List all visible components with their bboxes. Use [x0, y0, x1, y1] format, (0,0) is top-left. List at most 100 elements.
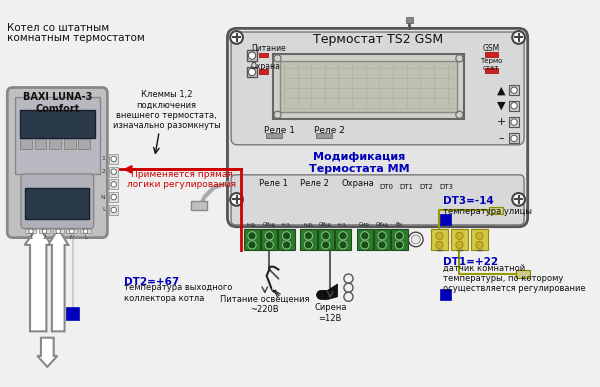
Text: 1: 1	[101, 156, 106, 161]
Circle shape	[339, 232, 347, 240]
Circle shape	[436, 241, 443, 248]
FancyBboxPatch shape	[231, 32, 524, 145]
Text: –: –	[499, 134, 504, 144]
Circle shape	[43, 229, 47, 233]
Circle shape	[395, 241, 403, 249]
Bar	[440, 214, 451, 225]
Circle shape	[283, 241, 290, 249]
Circle shape	[409, 232, 423, 247]
Circle shape	[248, 232, 256, 240]
Bar	[247, 50, 257, 61]
Circle shape	[248, 52, 256, 59]
Bar	[39, 229, 50, 233]
Text: DT2: DT2	[420, 184, 434, 190]
Bar	[109, 180, 118, 189]
Text: Охрана: Охрана	[341, 178, 374, 188]
Circle shape	[322, 241, 330, 249]
Circle shape	[111, 182, 116, 187]
Bar	[266, 133, 282, 137]
Text: Реле 1: Реле 1	[259, 178, 288, 188]
Text: DT1: DT1	[400, 184, 413, 190]
Bar	[300, 229, 317, 250]
Circle shape	[248, 68, 256, 76]
Text: Сирена
=12В: Сирена =12В	[314, 303, 347, 323]
Text: L: L	[102, 207, 106, 212]
Text: DT3=-14: DT3=-14	[443, 196, 494, 206]
Bar	[191, 201, 208, 210]
Bar	[25, 229, 37, 233]
Text: DT2=+67: DT2=+67	[124, 277, 179, 287]
Bar	[516, 271, 530, 277]
Bar	[509, 101, 519, 111]
Bar	[278, 229, 295, 250]
Text: Охрана: Охрана	[251, 62, 281, 71]
Circle shape	[56, 229, 61, 233]
Circle shape	[317, 290, 326, 300]
Bar	[485, 68, 497, 73]
Bar	[109, 167, 118, 177]
Bar	[14, 97, 100, 174]
Circle shape	[111, 169, 116, 175]
Circle shape	[456, 241, 463, 248]
Circle shape	[304, 232, 313, 240]
Bar	[356, 229, 373, 250]
Circle shape	[339, 241, 347, 249]
Text: Сир.: Сир.	[359, 222, 371, 227]
FancyBboxPatch shape	[21, 174, 94, 229]
Bar	[25, 188, 89, 219]
Text: BAXI LUNA-3
Comfort: BAXI LUNA-3 Comfort	[23, 92, 92, 114]
Text: Общ: Общ	[263, 222, 276, 227]
Bar	[259, 53, 268, 58]
Circle shape	[456, 232, 463, 240]
Bar	[485, 52, 497, 57]
Circle shape	[83, 229, 88, 233]
Bar	[259, 69, 268, 74]
Circle shape	[29, 229, 33, 233]
Circle shape	[265, 241, 274, 249]
FancyBboxPatch shape	[227, 28, 527, 227]
Bar	[391, 229, 407, 250]
Text: комнатным термостатом: комнатным термостатом	[7, 33, 145, 43]
Circle shape	[511, 135, 517, 142]
Text: Термо
стат: Термо стат	[480, 58, 502, 71]
Bar	[261, 229, 277, 250]
Text: Реле 2: Реле 2	[300, 178, 329, 188]
Text: Общ: Общ	[376, 222, 389, 227]
FancyArrow shape	[25, 227, 52, 331]
Bar	[49, 139, 61, 149]
Bar	[53, 229, 64, 233]
Text: Модификация
Термостата ММ: Модификация Термостата ММ	[309, 152, 410, 174]
Text: N: N	[101, 195, 106, 200]
Text: Реле 1: Реле 1	[264, 126, 295, 135]
Circle shape	[511, 103, 517, 109]
Text: Котел со штатным: Котел со штатным	[7, 23, 109, 33]
Circle shape	[322, 232, 330, 240]
Bar	[109, 192, 118, 202]
Bar	[509, 85, 519, 95]
Text: н.з.: н.з.	[281, 222, 292, 227]
Circle shape	[512, 193, 525, 206]
Bar	[35, 139, 46, 149]
Circle shape	[283, 232, 290, 240]
Bar	[440, 289, 451, 300]
Bar	[67, 307, 79, 320]
Text: N: N	[70, 235, 74, 240]
Bar	[273, 54, 464, 119]
Bar	[20, 110, 95, 137]
Circle shape	[361, 232, 369, 240]
FancyBboxPatch shape	[7, 87, 107, 238]
FancyArrow shape	[48, 229, 68, 331]
Text: DT3: DT3	[440, 184, 454, 190]
FancyBboxPatch shape	[231, 175, 524, 225]
Text: Клеммы 1,2
подключения
внешнего термостата,
изначально разомкнуты: Клеммы 1,2 подключения внешнего термоста…	[113, 90, 220, 130]
Polygon shape	[323, 284, 338, 300]
Circle shape	[511, 119, 517, 125]
Text: 1: 1	[29, 235, 32, 240]
Circle shape	[70, 229, 74, 233]
Circle shape	[511, 87, 517, 93]
Bar	[316, 133, 332, 137]
Bar	[67, 229, 77, 233]
Circle shape	[304, 241, 313, 249]
Circle shape	[476, 232, 483, 240]
Bar	[509, 117, 519, 127]
